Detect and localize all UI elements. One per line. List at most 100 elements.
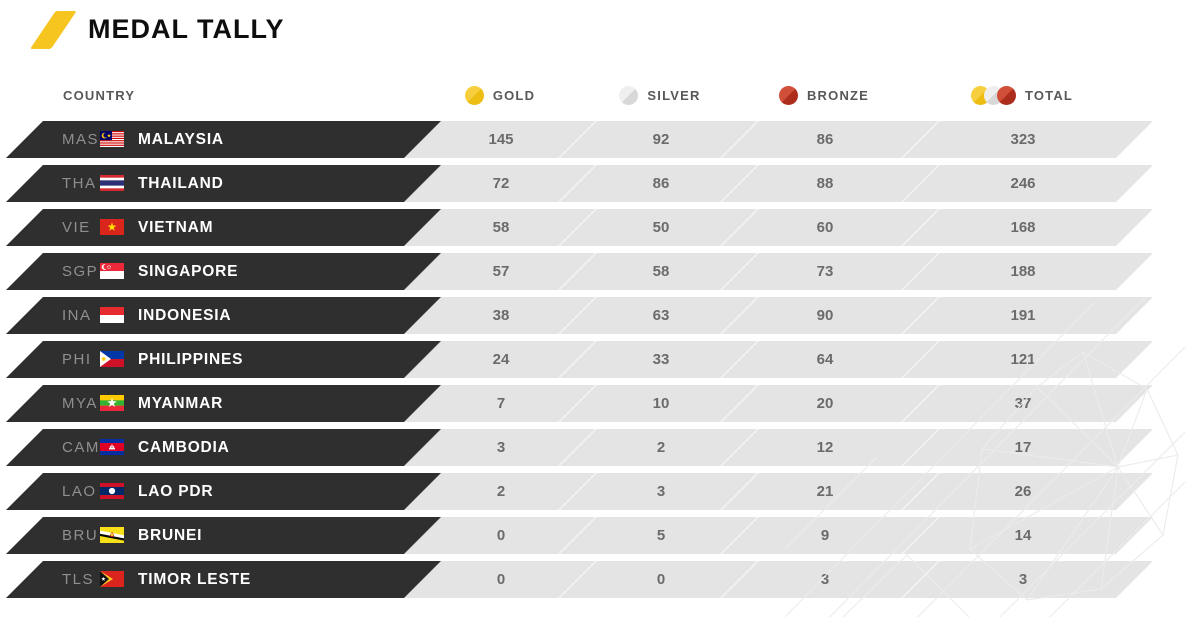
gold-count: 7 — [496, 395, 506, 412]
row-content: THA THAILAND 72 86 88 246 — [6, 165, 1116, 202]
country-code: PHI — [62, 351, 92, 368]
gold-count: 2 — [496, 483, 506, 500]
philippines-flag — [100, 351, 124, 367]
cambodia-flag — [100, 439, 124, 455]
bronze-count: 9 — [820, 527, 830, 544]
country-code: MAS — [62, 131, 100, 148]
row-content: PHI PHILIPPINES 24 33 64 121 — [6, 341, 1116, 378]
country-name: PHILIPPINES — [138, 351, 244, 368]
table-row: BRU BRUNEI 0 5 9 14 — [6, 517, 1153, 554]
gold-count: 24 — [492, 351, 510, 368]
total-count: 168 — [1010, 219, 1036, 236]
gold-count: 57 — [492, 263, 510, 280]
table-row: VIE VIETNAM 58 50 60 168 — [6, 209, 1153, 246]
row-content: SGP SINGAPORE 57 58 73 188 — [6, 253, 1116, 290]
silver-medal-icon — [619, 85, 639, 105]
country-code: MYA — [62, 395, 98, 412]
column-header-silver: SILVER — [570, 83, 750, 107]
brunei-flag — [100, 527, 124, 543]
indonesia-flag — [100, 307, 124, 323]
country-name: THAILAND — [138, 175, 224, 192]
country-code: THA — [62, 175, 97, 192]
table-row: THA THAILAND 72 86 88 246 — [6, 165, 1153, 202]
bronze-medal-icon — [996, 85, 1016, 105]
total-count: 191 — [1010, 307, 1036, 324]
silver-count: 92 — [652, 131, 670, 148]
table-row: PHI PHILIPPINES 24 33 64 121 — [6, 341, 1153, 378]
myanmar-flag — [100, 395, 124, 411]
row-content: BRU BRUNEI 0 5 9 14 — [6, 517, 1116, 554]
row-content: TLS TIMOR LESTE 0 0 3 3 — [6, 561, 1116, 598]
silver-count: 86 — [652, 175, 670, 192]
table-row: MAS MALAYSIA 145 92 86 323 — [6, 121, 1153, 158]
vietnam-flag — [100, 219, 124, 235]
singapore-flag — [100, 263, 124, 279]
total-count: 14 — [1014, 527, 1032, 544]
country-name: INDONESIA — [138, 307, 232, 324]
silver-count: 63 — [652, 307, 670, 324]
total-medals-icon — [970, 85, 1016, 105]
table-row: SGP SINGAPORE 57 58 73 188 — [6, 253, 1153, 290]
total-count: 17 — [1014, 439, 1032, 456]
column-header-country: COUNTRY — [63, 88, 136, 103]
country-code: CAM — [62, 439, 100, 456]
silver-count: 10 — [652, 395, 670, 412]
table-row: CAM CAMBODIA 3 2 12 17 — [6, 429, 1153, 466]
gold-count: 0 — [496, 527, 506, 544]
total-count: 323 — [1010, 131, 1036, 148]
row-content: LAO LAO PDR 2 3 21 26 — [6, 473, 1116, 510]
malaysia-flag — [100, 131, 124, 147]
total-count: 3 — [1018, 571, 1028, 588]
country-name: BRUNEI — [138, 527, 203, 544]
bronze-count: 73 — [816, 263, 834, 280]
gold-count: 72 — [492, 175, 510, 192]
silver-count: 3 — [656, 483, 666, 500]
page-title: MEDAL TALLY — [88, 14, 285, 44]
silver-count: 33 — [652, 351, 670, 368]
country-code: INA — [62, 307, 92, 324]
column-header-total: TOTAL — [932, 83, 1112, 107]
column-header-gold: GOLD — [410, 83, 590, 107]
gold-count: 58 — [492, 219, 510, 236]
silver-count: 2 — [656, 439, 666, 456]
timor-leste-flag — [100, 571, 124, 587]
row-content: VIE VIETNAM 58 50 60 168 — [6, 209, 1116, 246]
silver-count: 58 — [652, 263, 670, 280]
country-code: VIE — [62, 219, 91, 236]
total-count: 188 — [1010, 263, 1036, 280]
total-count: 37 — [1014, 395, 1032, 412]
gold-count: 38 — [492, 307, 510, 324]
bronze-count: 12 — [816, 439, 834, 456]
row-content: MYA MYANMAR 7 10 20 37 — [6, 385, 1116, 422]
country-code: TLS — [62, 571, 95, 588]
silver-count: 5 — [656, 527, 666, 544]
gold-count: 0 — [496, 571, 506, 588]
bronze-count: 86 — [816, 131, 834, 148]
table-row: LAO LAO PDR 2 3 21 26 — [6, 473, 1153, 510]
accent-slash-icon — [30, 11, 77, 49]
row-content: CAM CAMBODIA 3 2 12 17 — [6, 429, 1116, 466]
country-name: MALAYSIA — [138, 131, 224, 148]
bronze-count: 21 — [816, 483, 834, 500]
total-count: 246 — [1010, 175, 1036, 192]
country-name: LAO PDR — [138, 483, 214, 500]
laos-flag — [100, 483, 124, 499]
bronze-count: 88 — [816, 175, 834, 192]
country-name: SINGAPORE — [138, 263, 239, 280]
gold-medal-icon — [464, 85, 484, 105]
country-code: LAO — [62, 483, 97, 500]
country-code: SGP — [62, 263, 99, 280]
table-row: TLS TIMOR LESTE 0 0 3 3 — [6, 561, 1153, 598]
country-name: CAMBODIA — [138, 439, 230, 456]
bronze-count: 3 — [820, 571, 830, 588]
bronze-count: 20 — [816, 395, 834, 412]
row-content: MAS MALAYSIA 145 92 86 323 — [6, 121, 1116, 158]
country-code: BRU — [62, 527, 99, 544]
total-count: 121 — [1010, 351, 1036, 368]
column-header-bronze: BRONZE — [734, 83, 914, 107]
bronze-count: 64 — [816, 351, 834, 368]
table-row: INA INDONESIA 38 63 90 191 — [6, 297, 1153, 334]
bronze-count: 90 — [816, 307, 834, 324]
silver-count: 50 — [652, 219, 670, 236]
table-row: MYA MYANMAR 7 10 20 37 — [6, 385, 1153, 422]
